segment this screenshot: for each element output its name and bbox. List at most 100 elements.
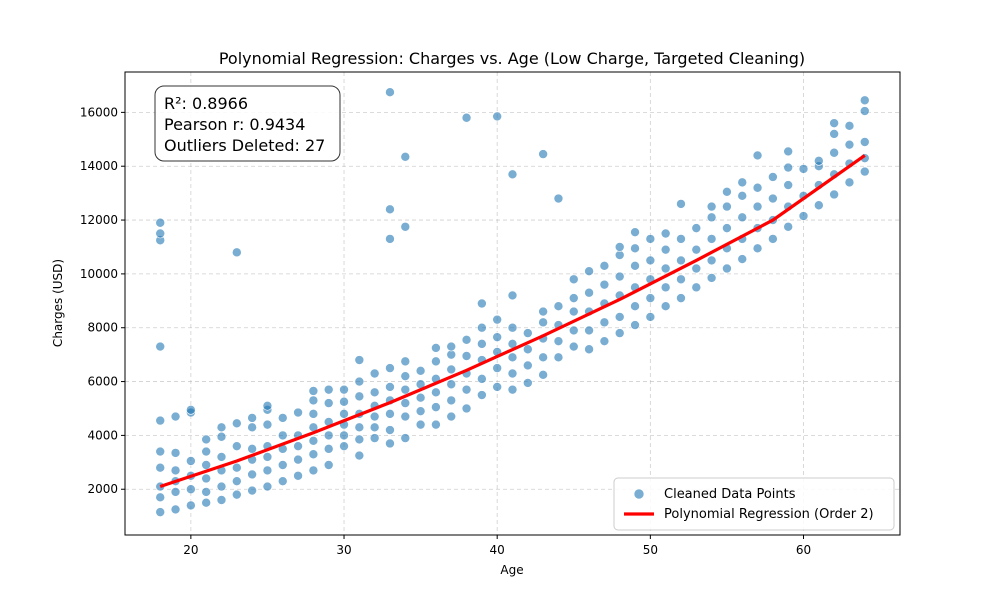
data-point	[385, 425, 395, 435]
data-point	[630, 320, 640, 330]
data-point	[308, 435, 319, 446]
data-point	[232, 476, 242, 486]
data-point	[170, 448, 181, 458]
data-point	[614, 242, 625, 252]
data-point	[155, 217, 166, 228]
stats-pearson-r: Pearson r: 0.9434	[164, 115, 305, 134]
stats-r-squared: R²: 0.8966	[164, 94, 248, 113]
legend-label-points: Cleaned Data Points	[664, 487, 796, 502]
data-point	[584, 325, 594, 336]
data-point	[354, 376, 365, 387]
data-point	[308, 395, 319, 406]
data-point	[155, 462, 166, 473]
data-point	[829, 189, 839, 200]
data-point	[722, 223, 732, 233]
data-point	[676, 293, 686, 303]
data-point	[308, 465, 319, 476]
chart-title: Polynomial Regression: Charges vs. Age (…	[219, 49, 805, 68]
data-point	[431, 343, 441, 353]
data-point	[477, 298, 487, 309]
data-point	[186, 456, 196, 466]
data-point	[844, 121, 855, 131]
data-point	[507, 290, 518, 301]
data-point	[584, 287, 594, 298]
data-point	[339, 409, 349, 419]
data-point	[155, 228, 166, 239]
data-point	[584, 266, 594, 276]
data-point	[722, 263, 732, 274]
data-point	[645, 255, 656, 266]
x-tick-label: 60	[796, 543, 811, 557]
data-point	[170, 465, 181, 476]
data-point	[446, 364, 457, 375]
data-point	[247, 469, 257, 480]
data-point	[247, 413, 257, 423]
data-point	[385, 438, 395, 449]
data-point	[201, 434, 211, 445]
data-point	[155, 492, 166, 503]
data-point	[523, 360, 533, 371]
data-point	[614, 271, 625, 282]
data-point	[400, 398, 411, 408]
data-point	[277, 476, 288, 486]
data-point	[477, 390, 487, 400]
data-point	[599, 336, 610, 346]
data-point	[400, 371, 411, 381]
data-point	[538, 149, 548, 159]
data-point	[553, 301, 564, 311]
data-point	[400, 433, 411, 443]
data-point	[630, 261, 640, 271]
data-point	[216, 422, 227, 433]
data-point	[768, 172, 778, 182]
data-point	[660, 228, 671, 239]
data-point	[752, 150, 763, 161]
data-point	[691, 282, 702, 293]
data-point	[691, 263, 702, 274]
data-point	[369, 368, 380, 379]
data-point	[247, 444, 257, 454]
data-point	[768, 234, 778, 244]
data-point	[783, 221, 793, 232]
data-point	[155, 446, 166, 457]
data-point	[170, 504, 181, 515]
data-point	[492, 111, 502, 122]
data-point	[706, 255, 717, 266]
data-point	[859, 166, 870, 177]
data-point	[232, 418, 242, 429]
data-point	[859, 95, 870, 106]
data-point	[155, 341, 166, 352]
data-point	[737, 177, 748, 188]
data-point	[814, 156, 824, 166]
data-point	[354, 355, 365, 365]
data-point	[538, 370, 548, 380]
data-point	[737, 191, 748, 201]
data-point	[339, 430, 349, 441]
data-point	[507, 322, 518, 333]
data-point	[400, 356, 411, 367]
data-point	[431, 402, 441, 412]
data-point	[293, 407, 303, 418]
stats-box: R²: 0.8966 Pearson r: 0.9434 Outliers De…	[154, 85, 341, 162]
data-point	[645, 312, 656, 322]
data-point	[477, 339, 487, 349]
data-point	[354, 422, 365, 433]
data-point	[829, 118, 839, 128]
data-point	[415, 392, 426, 403]
data-point	[660, 301, 671, 311]
stats-outliers-deleted: Outliers Deleted: 27	[164, 136, 325, 155]
data-point	[385, 363, 395, 373]
data-point	[538, 317, 548, 328]
data-point	[722, 201, 732, 212]
data-point	[232, 489, 242, 500]
data-point	[507, 169, 518, 180]
data-point	[262, 481, 273, 492]
data-point	[553, 193, 564, 204]
regression-line	[159, 154, 866, 489]
y-tick-label: 14000	[80, 159, 118, 173]
data-point	[630, 301, 640, 311]
data-point	[323, 444, 334, 454]
data-point	[216, 495, 227, 505]
data-point	[400, 151, 411, 162]
data-point	[461, 384, 472, 395]
